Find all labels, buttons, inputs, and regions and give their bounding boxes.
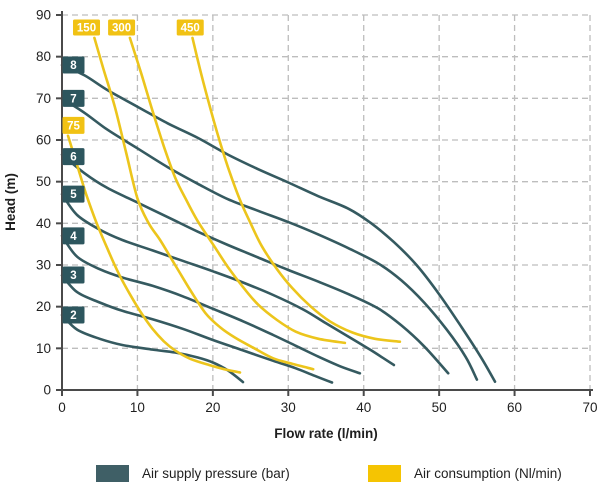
pressure-curve-3 xyxy=(60,274,334,384)
curve-label-text: 75 xyxy=(67,120,80,132)
pressure-curve-5 xyxy=(60,192,396,367)
curve-label-text: 8 xyxy=(70,60,77,72)
y-tick-label: 10 xyxy=(36,341,51,356)
curve-label-badge xyxy=(62,185,85,203)
curve-label-badge xyxy=(62,266,85,284)
curve-label-text: 7 xyxy=(70,93,76,105)
pressure-curve-7 xyxy=(60,97,479,381)
pressure-curve-8 xyxy=(60,63,497,383)
x-tick-label: 70 xyxy=(582,400,597,415)
curve-label-badge xyxy=(73,19,101,36)
curve-label-text: 2 xyxy=(70,310,76,322)
curve-label-badge xyxy=(62,116,85,134)
chart-canvas: 0 10 20 30 40 50 60 70 0 10 20 30 40 50 60 70 80 90 8 7 6 5 4… xyxy=(3,8,598,442)
consumption-curve-75 xyxy=(66,134,242,374)
y-tick-label: 50 xyxy=(36,174,51,189)
curve-label-text: 450 xyxy=(181,23,200,35)
curve-label-text: 6 xyxy=(70,152,76,164)
y-tick-label: 30 xyxy=(36,258,51,273)
curve-label-text: 3 xyxy=(70,270,76,282)
y-tick-label: 90 xyxy=(36,8,51,23)
x-tick-label: 0 xyxy=(58,400,66,415)
curve-label-text: 5 xyxy=(70,189,77,201)
legend-label-consumption: Air consumption (Nl/min) xyxy=(414,465,562,481)
x-tick-label: 30 xyxy=(281,400,296,415)
curve-label-badge xyxy=(62,89,85,107)
pressure-swatch xyxy=(96,464,129,482)
consumption-swatch xyxy=(368,464,401,482)
x-tick-label: 20 xyxy=(205,400,220,415)
curve-label-badge xyxy=(176,19,204,36)
curve-badges: 8 7 6 5 4 3 2 75 150 300 450 xyxy=(62,19,204,324)
curve-label-badge xyxy=(62,148,85,166)
legend: Air supply pressure (bar) Air consumptio… xyxy=(0,461,614,491)
x-axis-title: Flow rate (l/min) xyxy=(274,426,378,441)
curve-label-badge xyxy=(62,56,85,74)
y-tick-label: 60 xyxy=(36,133,51,148)
x-tick-label: 40 xyxy=(356,400,371,415)
consumption-curve-300 xyxy=(128,36,347,345)
curve-label-text: 150 xyxy=(77,23,96,35)
legend-label-pressure: Air supply pressure (bar) xyxy=(142,465,290,481)
axes: 0 10 20 30 40 50 60 70 0 10 20 30 40 50 60 70 80 90 xyxy=(36,8,598,416)
y-tick-label: 20 xyxy=(36,299,51,314)
curve-label-text: 300 xyxy=(112,23,131,35)
x-tick-label: 60 xyxy=(507,400,522,415)
y-tick-label: 40 xyxy=(36,216,51,231)
pressure-curve-4 xyxy=(60,234,362,375)
pressure-curve-6 xyxy=(60,153,450,375)
y-tick-label: 80 xyxy=(36,49,51,64)
curves xyxy=(60,36,497,384)
y-tick-label: 70 xyxy=(36,91,51,106)
pressure-curve-2 xyxy=(60,313,245,384)
curve-label-badge xyxy=(108,19,136,36)
legend-item-pressure: Air supply pressure (bar) xyxy=(96,463,290,483)
curve-label-badge xyxy=(62,227,85,245)
plot-grid xyxy=(62,14,591,390)
curve-label-text: 4 xyxy=(70,231,77,243)
y-axis-title: Head (m) xyxy=(3,173,18,231)
y-tick-label: 0 xyxy=(43,383,51,398)
curve-label-badge xyxy=(62,306,85,324)
x-tick-label: 50 xyxy=(432,400,447,415)
consumption-curve-150 xyxy=(93,36,315,371)
consumption-curve-450 xyxy=(191,36,402,343)
x-tick-label: 10 xyxy=(130,400,145,415)
legend-item-consumption: Air consumption (Nl/min) xyxy=(368,463,562,483)
